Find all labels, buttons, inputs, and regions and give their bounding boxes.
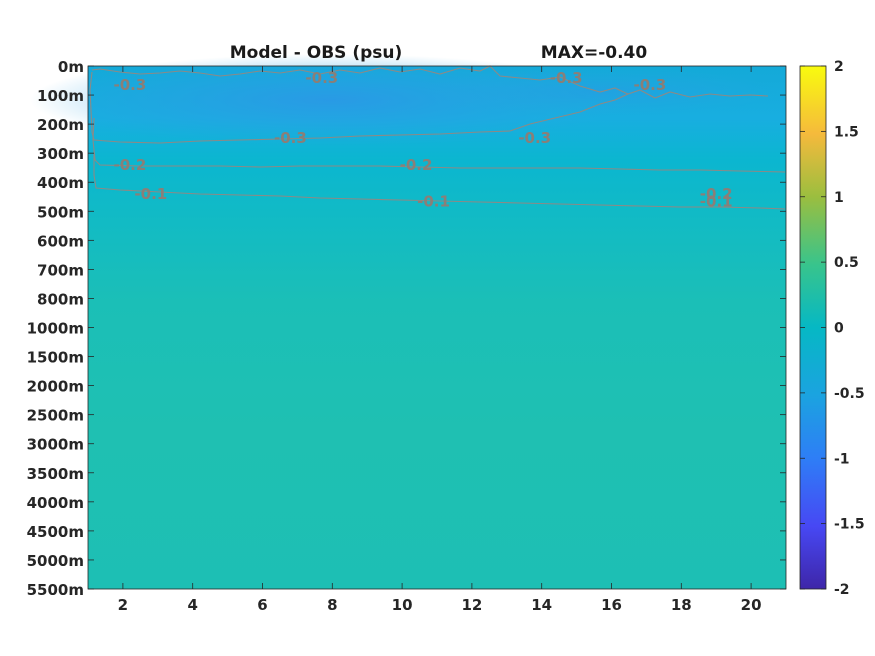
contour-line-neg0.3-upper [91,65,769,99]
contour-labels: -0.3 -0.3 -0.3-0.3 -0.3-0.3-0.2 -0.2-0.2-0.1… [113,69,732,210]
x-tick-label: 14 [531,596,552,614]
contour-label: -0.3 [550,69,583,87]
y-tick-label: 400m [37,174,84,192]
y-axis: 0m 100m 200m 300m 400m 500m 600m 700m 800m 1000m 1… [27,58,786,599]
x-tick-label: 18 [671,596,692,614]
heatmap-field [88,66,786,589]
x-tick-label: 16 [601,596,622,614]
colorbar-tick-label: 1 [834,190,844,206]
y-tick-label: 2000m [27,378,84,396]
contour-label: -0.1 [700,192,733,210]
y-tick-label: 1500m [27,349,84,367]
y-tick-label: 3500m [27,465,84,483]
contour-label: -0.2 [113,156,146,174]
y-tick-label: 800m [37,290,84,308]
y-tick-label: 2500m [27,407,84,425]
y-tick-label: 200m [37,116,84,134]
y-tick-label: 600m [37,232,84,250]
colorbar-tick-label: -0.5 [834,386,865,402]
colorbar-tick-label: 0.5 [834,255,859,271]
contour-line-neg0.1 [93,150,786,210]
colorbar-tick-label: 2 [834,59,844,75]
x-tick-label: 6 [257,596,267,614]
x-tick-label: 20 [741,596,762,614]
x-tick-label: 12 [461,596,482,614]
colorbar: 2 1.5 1 0.5 0 -0.5 -1 -1.5 -2 [799,59,865,598]
x-tick-label: 2 [118,596,128,614]
y-tick-label: 100m [37,87,84,105]
chart-title: Model - OBS (psu) [230,43,403,63]
contour-label: -0.3 [518,129,551,147]
y-tick-label: 1000m [27,320,84,338]
y-tick-label: 300m [37,145,84,163]
y-tick-label: 5000m [27,552,84,570]
plot-area: -0.3 -0.3 -0.3-0.3 -0.3-0.3-0.2 -0.2-0.2-0.1… [30,54,786,589]
colorbar-tick-label: 0 [834,321,844,337]
x-tick-label: 8 [327,596,337,614]
colorbar-tick-label: 1.5 [834,124,859,140]
contour-label: -0.3 [113,76,146,94]
contour-label: -0.2 [700,185,733,203]
contour-label: -0.3 [274,129,307,147]
y-tick-label: 700m [37,261,84,279]
y-tick-label: 0m [58,58,84,76]
colorbar-tick-label: -2 [834,582,850,598]
max-annotation: MAX=-0.40 [541,43,648,63]
contour-label: -0.1 [134,185,167,203]
x-tick-label: 4 [187,596,197,614]
y-tick-label: 500m [37,203,84,221]
x-tick-label: 10 [392,596,413,614]
contour-label: -0.3 [633,76,666,94]
y-tick-label: 5500m [27,581,84,599]
contour-line-neg0.2 [92,117,786,173]
y-tick-label: 3000m [27,436,84,454]
y-tick-label: 4500m [27,523,84,541]
x-axis: 2 4 6 8 10 12 14 16 18 20 [118,66,762,614]
colorbar-ticks: 2 1.5 1 0.5 0 -0.5 -1 -1.5 -2 [800,59,865,598]
contour-label: -0.3 [305,69,338,87]
y-tick-label: 4000m [27,494,84,512]
colorbar-tick-label: -1 [834,451,850,467]
contour-label: -0.2 [400,156,433,174]
colorbar-tick-label: -1.5 [834,517,865,533]
contour-label: -0.1 [417,192,450,210]
